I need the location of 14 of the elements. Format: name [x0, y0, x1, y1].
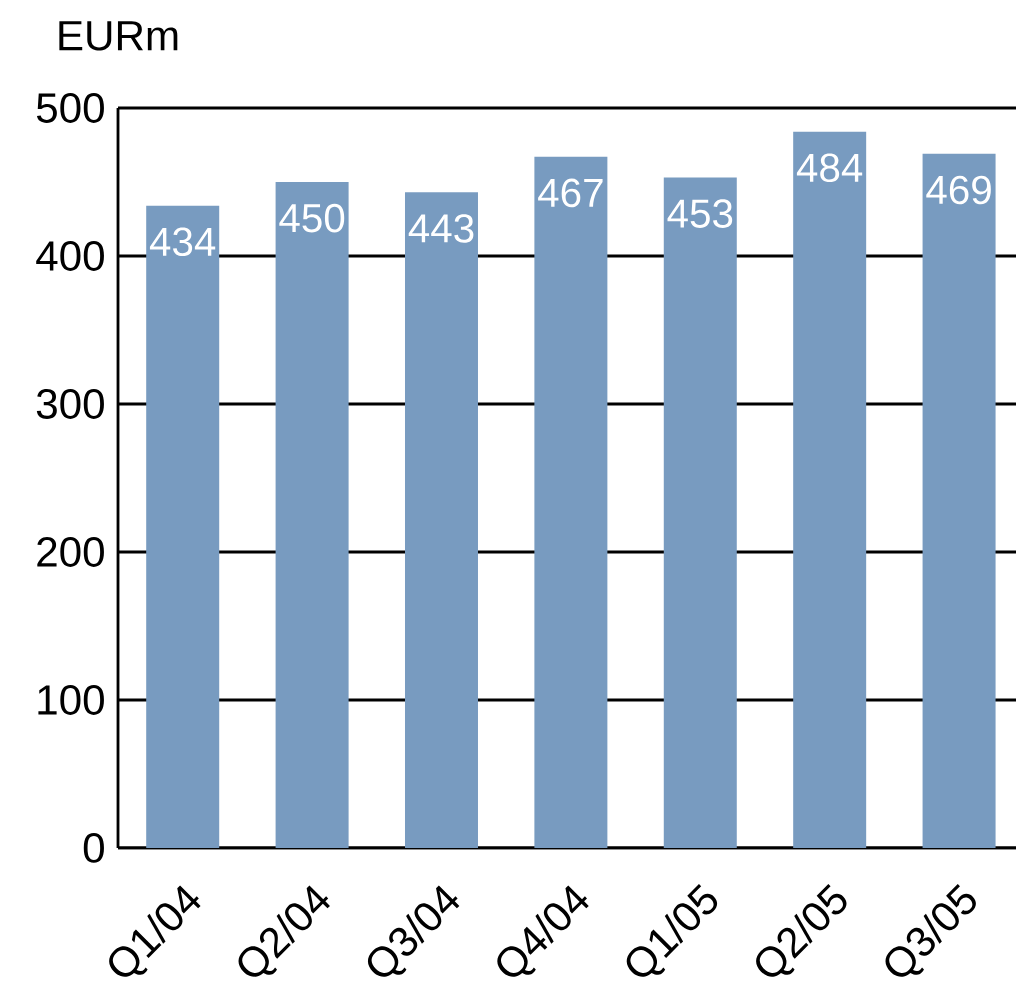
y-tick-label: 0	[83, 833, 104, 863]
data-label: 453	[667, 199, 733, 228]
y-tick-label: 500	[36, 93, 104, 123]
data-label: 443	[408, 214, 474, 243]
data-label: 484	[796, 153, 863, 183]
y-tick-label: 200	[37, 537, 104, 567]
data-label: 467	[538, 178, 603, 208]
y-tick-label: 400	[36, 241, 104, 271]
y-tick-label: 300	[36, 389, 104, 419]
y-tick-label: 100	[38, 685, 104, 715]
y-axis-title: EURm	[59, 21, 178, 51]
data-label: 469	[926, 175, 991, 205]
data-label: 450	[279, 203, 345, 233]
data-label: 434	[149, 227, 216, 257]
